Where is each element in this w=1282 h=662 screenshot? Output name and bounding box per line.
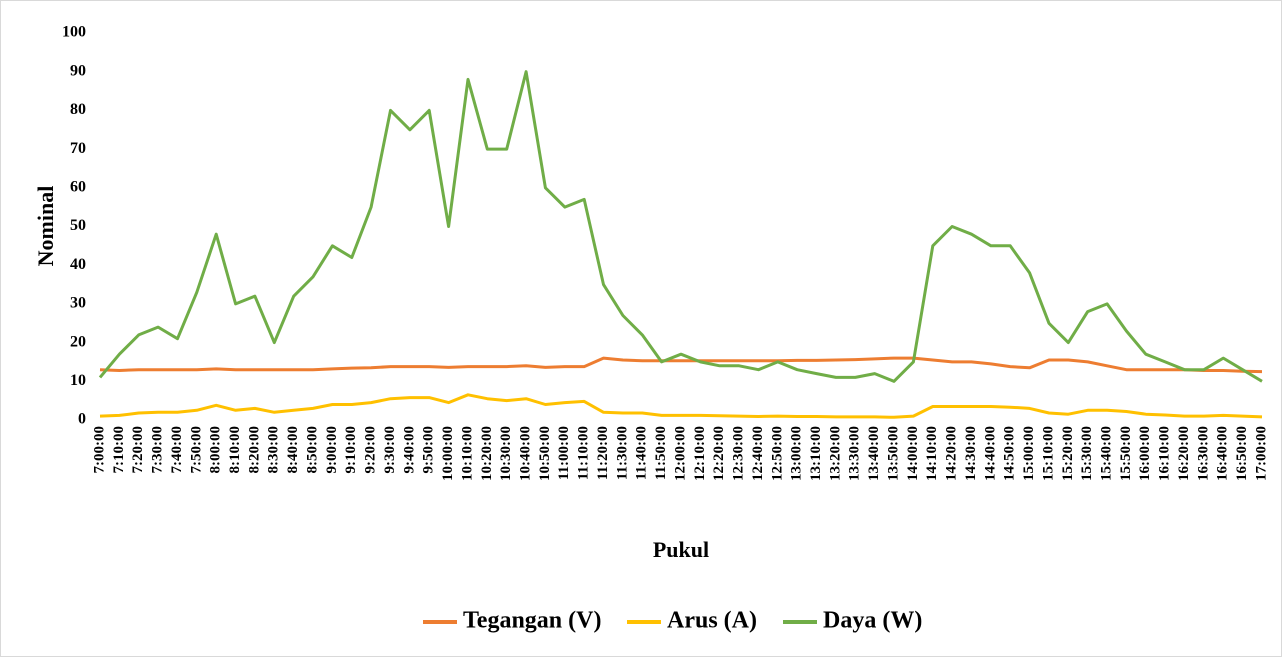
x-tick-label: 16:40:00: [1215, 426, 1231, 481]
x-tick-label: 12:10:00: [692, 426, 708, 481]
x-axis-label: Pukul: [653, 537, 709, 562]
x-tick-label: 17:00:00: [1253, 426, 1269, 481]
x-tick-label: 7:40:00: [169, 426, 185, 474]
y-tick-label: 100: [62, 24, 86, 41]
x-tick-label: 9:50:00: [421, 426, 437, 474]
x-tick-label: 12:50:00: [769, 426, 785, 481]
x-tick-label: 8:00:00: [208, 426, 224, 474]
x-tick-label: 14:20:00: [944, 426, 960, 481]
x-tick-label: 12:40:00: [750, 426, 766, 481]
x-tick-label: 16:30:00: [1195, 426, 1211, 481]
x-tick-label: 13:40:00: [866, 426, 882, 481]
x-tick-label: 7:50:00: [188, 426, 204, 474]
y-tick-label: 60: [70, 178, 86, 195]
x-tick-label: 16:10:00: [1157, 426, 1173, 481]
x-tick-label: 8:20:00: [246, 426, 262, 474]
x-tick-label: 8:10:00: [227, 426, 243, 474]
y-tick-label: 80: [70, 101, 86, 118]
x-tick-label: 15:40:00: [1099, 426, 1115, 481]
x-tick-label: 8:50:00: [304, 426, 320, 474]
x-tick-label: 13:50:00: [885, 426, 901, 481]
y-axis-label: Nominal: [33, 186, 58, 267]
series-line: [98, 70, 1263, 383]
x-tick-label: 12:00:00: [672, 426, 688, 481]
x-tick-label: 14:40:00: [982, 426, 998, 481]
x-tick-label: 10:30:00: [498, 426, 514, 481]
x-tick-label: 13:10:00: [808, 426, 824, 481]
x-tick-label: 9:30:00: [382, 426, 398, 474]
x-tick-label: 7:20:00: [130, 426, 146, 474]
y-tick-label: 20: [70, 333, 86, 350]
x-tick-label: 8:40:00: [285, 426, 301, 474]
x-tick-label: 12:30:00: [731, 426, 747, 481]
legend-label: Arus (A): [667, 608, 757, 634]
x-tick-label: 10:20:00: [479, 426, 495, 481]
legend-label: Tegangan (V): [463, 608, 601, 634]
x-tick-label: 12:20:00: [711, 426, 727, 481]
x-tick-label: 11:00:00: [556, 426, 572, 480]
series-line: [99, 356, 1263, 374]
x-tick-label: 7:30:00: [150, 426, 166, 474]
x-tick-label: 7:10:00: [111, 426, 127, 474]
y-tick-label: 30: [70, 295, 86, 312]
x-tick-label: 15:10:00: [1040, 426, 1056, 481]
x-tick-label: 15:00:00: [1021, 426, 1037, 481]
y-tick-label: 70: [70, 140, 86, 157]
series-line: [99, 393, 1263, 419]
y-tick-label: 0: [78, 411, 86, 428]
x-tick-label: 10:00:00: [440, 426, 456, 481]
x-tick-label: 13:00:00: [789, 426, 805, 481]
x-tick-label: 15:50:00: [1118, 426, 1134, 481]
x-tick-label: 14:10:00: [924, 426, 940, 481]
x-tick-label: 11:30:00: [614, 426, 630, 480]
x-tick-label: 11:40:00: [634, 426, 650, 480]
y-tick-label: 10: [70, 372, 86, 389]
x-tick-label: 14:30:00: [963, 426, 979, 481]
x-tick-label: 16:50:00: [1234, 426, 1250, 481]
y-tick-label: 40: [70, 256, 86, 273]
x-tick-label: 13:20:00: [827, 426, 843, 481]
legend-label: Daya (W): [823, 608, 922, 634]
x-tick-label: 9:00:00: [324, 426, 340, 474]
x-tick-label: 7:00:00: [91, 426, 107, 474]
x-tick-label: 11:10:00: [576, 426, 592, 480]
x-tick-label: 9:40:00: [401, 426, 417, 474]
x-tick-label: 16:00:00: [1137, 426, 1153, 481]
x-tick-label: 9:20:00: [363, 426, 379, 474]
x-tick-label: 16:20:00: [1176, 426, 1192, 481]
x-tick-label: 10:40:00: [518, 426, 534, 481]
y-tick-label: 90: [70, 62, 86, 79]
x-tick-label: 15:30:00: [1079, 426, 1095, 481]
x-tick-label: 15:20:00: [1060, 426, 1076, 481]
x-tick-label: 13:30:00: [847, 426, 863, 481]
x-tick-label: 11:50:00: [653, 426, 669, 480]
x-tick-label: 11:20:00: [595, 426, 611, 480]
x-tick-label: 14:00:00: [905, 426, 921, 481]
x-tick-label: 9:10:00: [343, 426, 359, 474]
x-tick-label: 14:50:00: [1002, 426, 1018, 481]
x-tick-label: 10:10:00: [459, 426, 475, 481]
y-tick-label: 50: [70, 217, 86, 234]
x-tick-label: 8:30:00: [266, 426, 282, 474]
x-tick-label: 10:50:00: [537, 426, 553, 481]
